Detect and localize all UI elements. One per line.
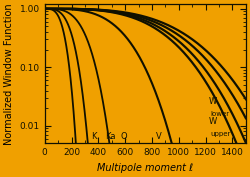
Text: K: K [92, 132, 97, 141]
Text: W: W [208, 97, 216, 106]
Y-axis label: Normalized Window Function: Normalized Window Function [4, 3, 14, 145]
Text: W: W [208, 117, 216, 126]
Text: lower: lower [210, 111, 230, 117]
Text: Q: Q [120, 132, 127, 141]
Text: V: V [156, 132, 162, 141]
X-axis label: Multipole moment ℓ: Multipole moment ℓ [97, 163, 193, 173]
Text: Ka: Ka [105, 132, 116, 141]
Text: upper: upper [210, 131, 231, 137]
